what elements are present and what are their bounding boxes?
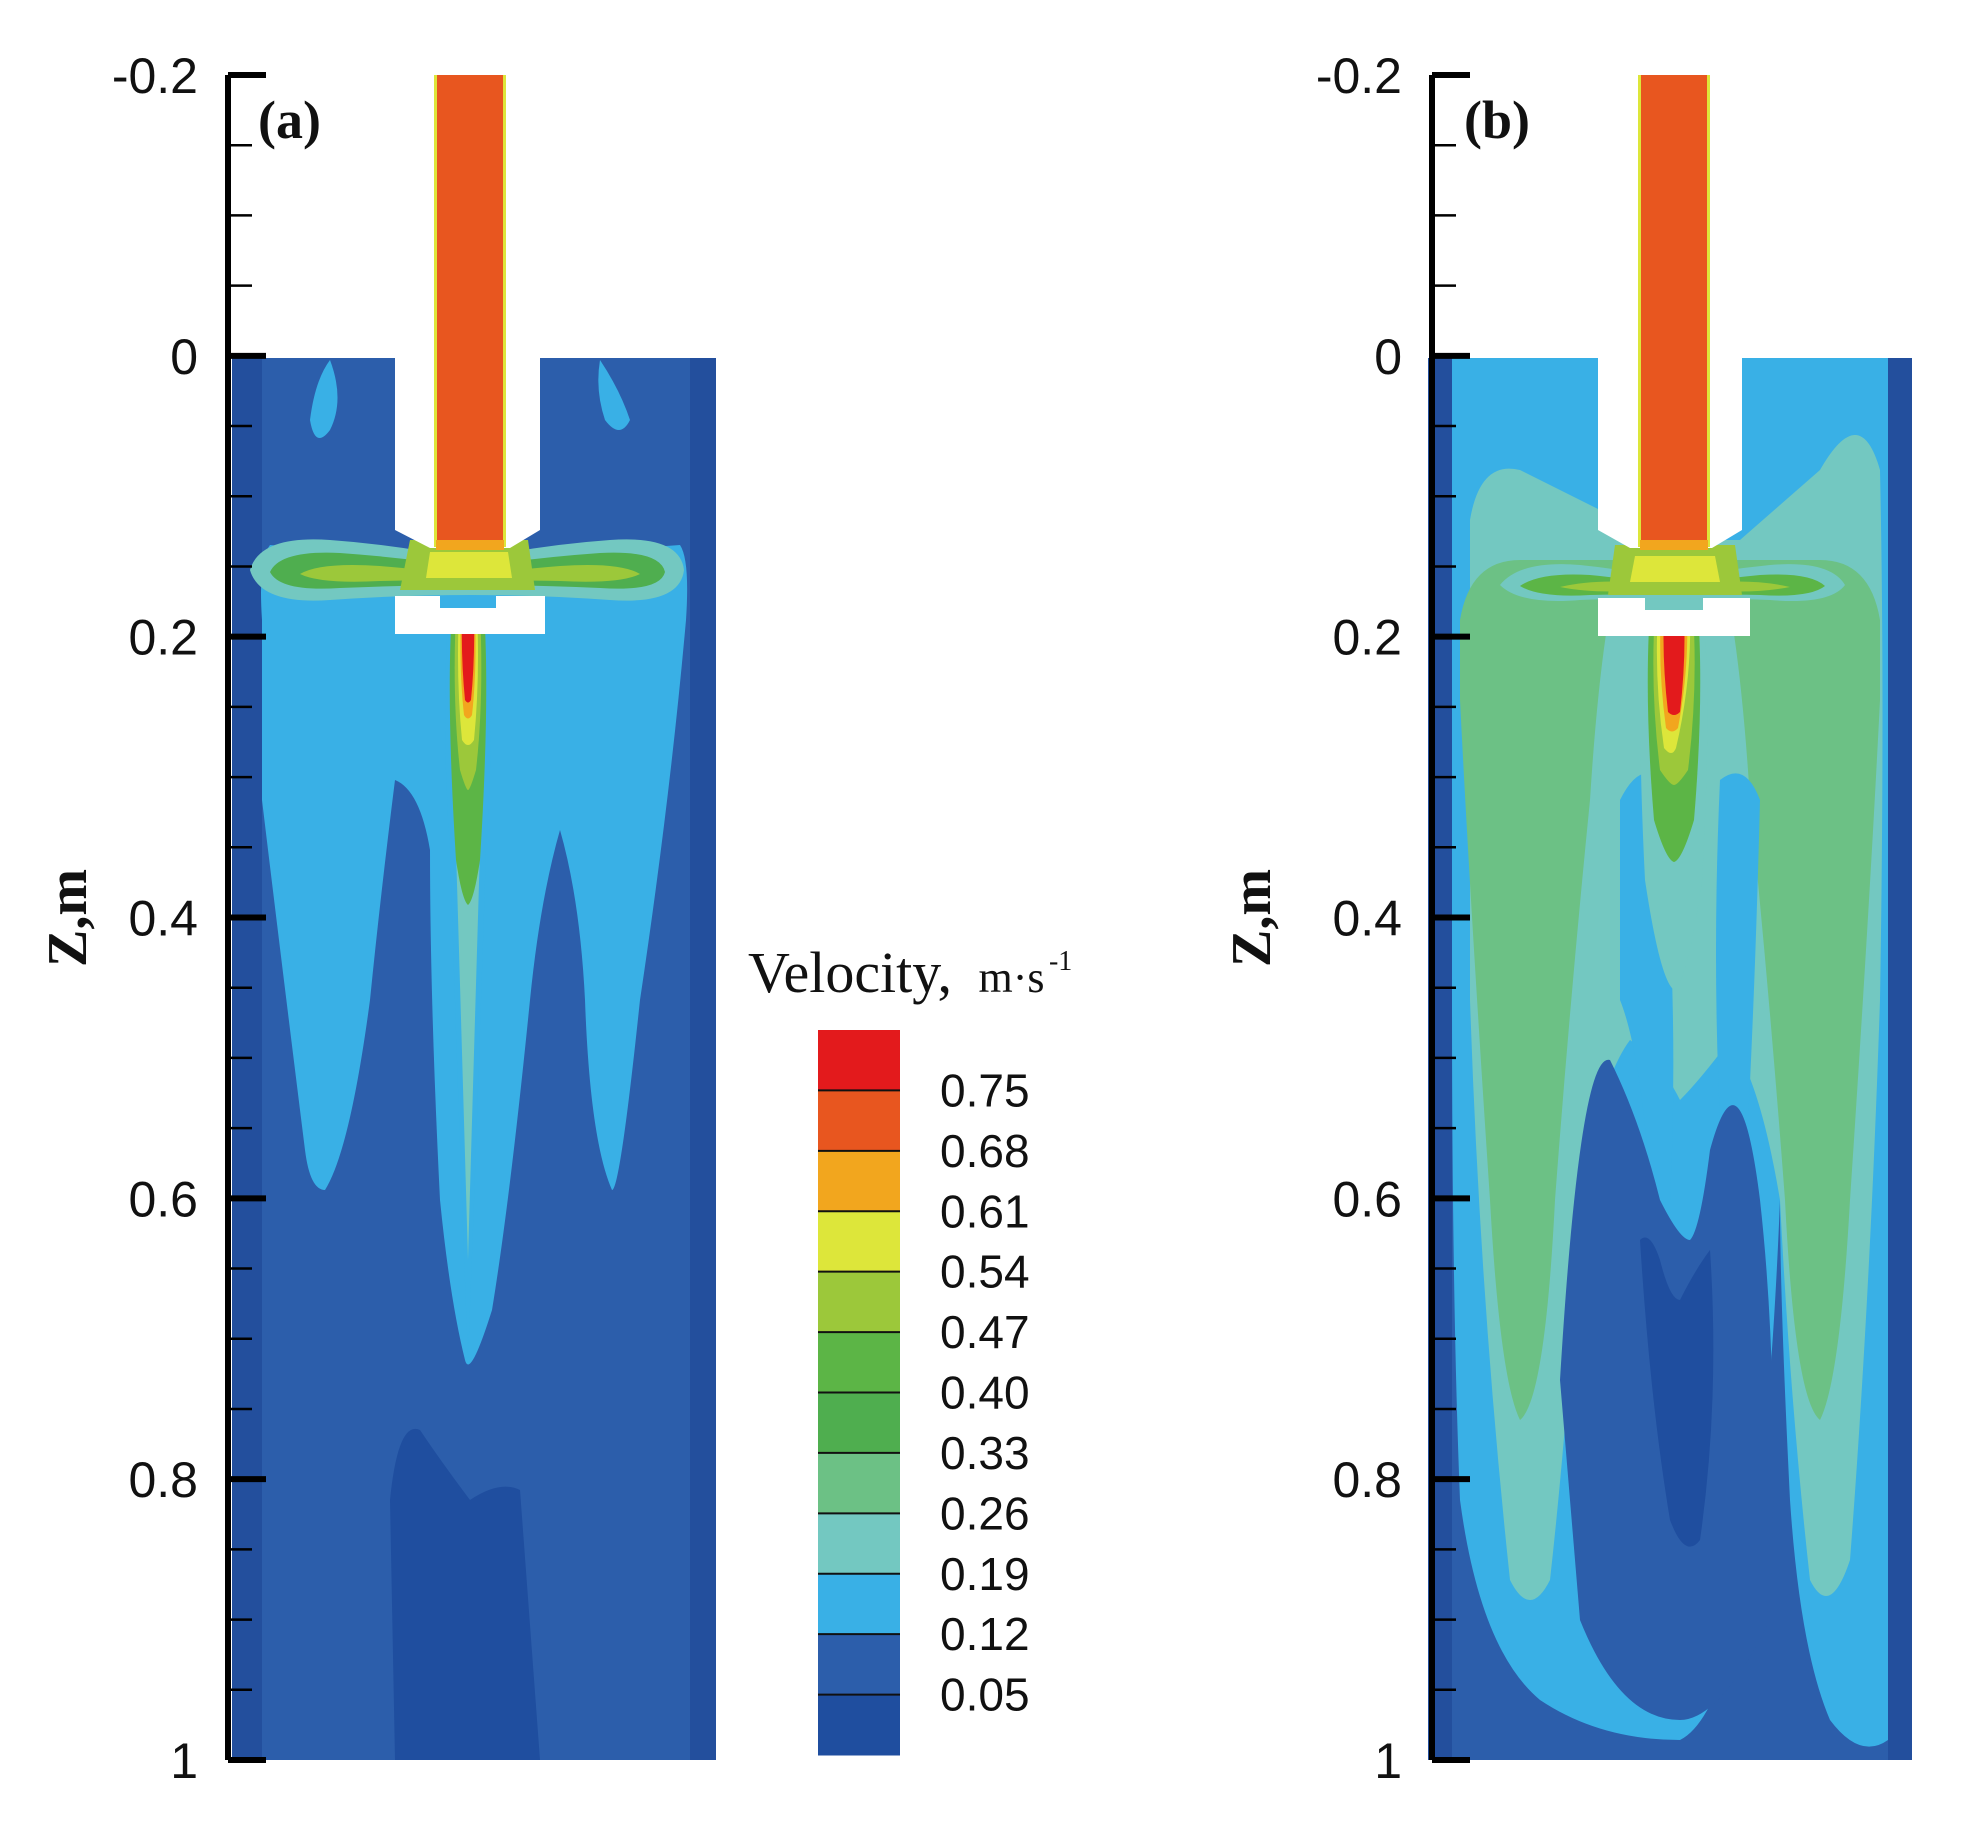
panel-a-shaft-edge-left bbox=[434, 75, 437, 547]
panel-b-central-blue-channel-right bbox=[1716, 773, 1760, 1203]
panel-a-shaft-tip bbox=[436, 540, 504, 550]
y-tick-label: -0.2 bbox=[1316, 48, 1402, 104]
panel-a-right-wall-strip bbox=[690, 358, 716, 1760]
colorbar-unit: m·s bbox=[978, 953, 1044, 1002]
colorbar-swatch bbox=[818, 1090, 900, 1152]
y-tick-label: -0.2 bbox=[112, 48, 198, 104]
panel-a-jet-core bbox=[461, 614, 475, 703]
y-tick-label: 0 bbox=[170, 329, 198, 385]
panel-b-shaft-edge-right bbox=[1707, 75, 1710, 547]
panel-b-lowest-velocity-region bbox=[1640, 1237, 1714, 1547]
panel-b-shaft-edge-left bbox=[1638, 75, 1641, 547]
colorbar-title: Velocity, m·s -1 bbox=[748, 940, 1072, 1005]
panel-a-label: (a) bbox=[258, 90, 321, 150]
y-tick-label: 0.2 bbox=[128, 610, 198, 666]
panel-a: -0.2 0 0.2 0.4 0.6 0.8 1 (a) Z,m bbox=[37, 48, 716, 1789]
colorbar-level-label: 0.12 bbox=[940, 1608, 1030, 1660]
colorbar-title-text: Velocity, bbox=[748, 940, 952, 1005]
colorbar-level-label: 0.68 bbox=[940, 1125, 1030, 1177]
colorbar-swatch bbox=[818, 1211, 900, 1273]
colorbar-legend: Velocity, m·s -1 0.75 0.68 0.61 0.54 0.47 0.4… bbox=[748, 940, 1072, 1756]
colorbar-swatch bbox=[818, 1392, 900, 1454]
panel-b-label: (b) bbox=[1464, 90, 1530, 150]
y-tick-label: 1 bbox=[170, 1733, 198, 1789]
panel-b-y-axis-title: Z,m bbox=[1221, 869, 1283, 967]
y-tick-label: 0.4 bbox=[128, 891, 198, 947]
panel-a-top-wisp-right bbox=[598, 360, 630, 430]
panel-a-impeller-cutout bbox=[395, 596, 545, 634]
panel-b-hub-yellow bbox=[1630, 556, 1720, 582]
panel-b-jet-core bbox=[1663, 616, 1685, 715]
panel-b-green-left-band bbox=[1460, 560, 1620, 1420]
colorbar-level-label: 0.47 bbox=[940, 1306, 1030, 1358]
panel-a-discharge-plume-inner bbox=[300, 565, 640, 582]
colorbar-level-label: 0.54 bbox=[940, 1246, 1030, 1298]
colorbar-swatch bbox=[818, 1573, 900, 1635]
colorbar-level-label: 0.26 bbox=[940, 1487, 1030, 1539]
panel-b-green-right-band bbox=[1720, 560, 1880, 1420]
panel-a-low-velocity-region bbox=[390, 1428, 540, 1760]
panel-b: -0.2 0 0.2 0.4 0.6 0.8 1 (b) Z,m bbox=[1221, 48, 1912, 1789]
panel-b-ticks: -0.2 0 0.2 0.4 0.6 0.8 1 bbox=[1316, 48, 1470, 1789]
panel-b-shaft bbox=[1640, 75, 1708, 547]
colorbar-level-label: 0.05 bbox=[940, 1669, 1030, 1721]
colorbar-level-label: 0.61 bbox=[940, 1185, 1030, 1237]
colorbar-swatch bbox=[818, 1332, 900, 1393]
y-tick-label: 0 bbox=[1374, 329, 1402, 385]
colorbar-swatch bbox=[818, 1150, 900, 1212]
colorbar-level-label: 0.19 bbox=[940, 1548, 1030, 1600]
colorbar-level-label: 0.33 bbox=[940, 1427, 1030, 1479]
colorbar-unit-exponent: -1 bbox=[1049, 946, 1072, 977]
colorbar-swatch bbox=[818, 1694, 900, 1756]
y-tick-label: 0.8 bbox=[128, 1452, 198, 1508]
y-tick-label: 0.4 bbox=[1332, 891, 1402, 947]
colorbar-swatch bbox=[818, 1030, 900, 1091]
colorbar-swatch bbox=[818, 1513, 900, 1575]
panel-b-impeller-cutout bbox=[1598, 598, 1750, 636]
y-tick-label: 1 bbox=[1374, 1733, 1402, 1789]
y-tick-label: 0.8 bbox=[1332, 1452, 1402, 1508]
colorbar-swatches: 0.75 0.68 0.61 0.54 0.47 0.40 0.33 0.26 0.19 0.12… bbox=[818, 1030, 1030, 1756]
panel-a-shaft-edge-right bbox=[503, 75, 506, 547]
y-tick-label: 0.2 bbox=[1332, 610, 1402, 666]
y-tick-label: 0.6 bbox=[128, 1171, 198, 1227]
panel-a-y-axis-title: Z,m bbox=[37, 869, 99, 967]
colorbar-swatch bbox=[818, 1634, 900, 1696]
panel-a-top-wisp-left bbox=[310, 360, 338, 438]
colorbar-level-label: 0.40 bbox=[940, 1367, 1030, 1419]
panel-b-right-wall-strip bbox=[1888, 358, 1912, 1760]
panel-a-shaft bbox=[436, 75, 504, 547]
colorbar-swatch bbox=[818, 1452, 900, 1514]
panel-b-shaft-tip bbox=[1640, 540, 1708, 550]
colorbar-level-label: 0.75 bbox=[940, 1064, 1030, 1116]
panel-a-ticks: -0.2 0 0.2 0.4 0.6 0.8 1 bbox=[112, 48, 266, 1789]
panel-a-hub-yellow bbox=[426, 552, 512, 578]
colorbar-swatch bbox=[818, 1271, 900, 1333]
y-tick-label: 0.6 bbox=[1332, 1171, 1402, 1227]
